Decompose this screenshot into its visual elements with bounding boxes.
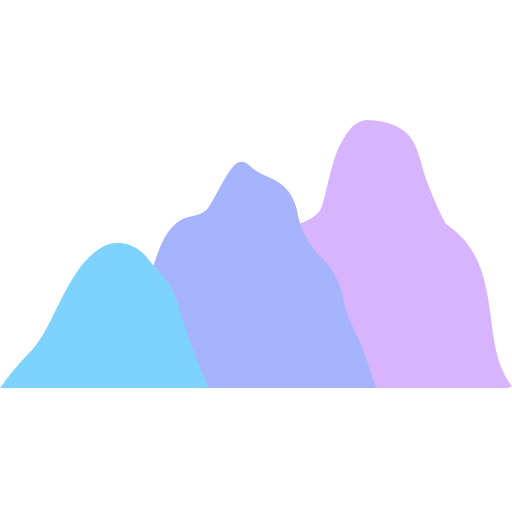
front-peak (0, 242, 208, 388)
middle-peak (152, 161, 376, 388)
